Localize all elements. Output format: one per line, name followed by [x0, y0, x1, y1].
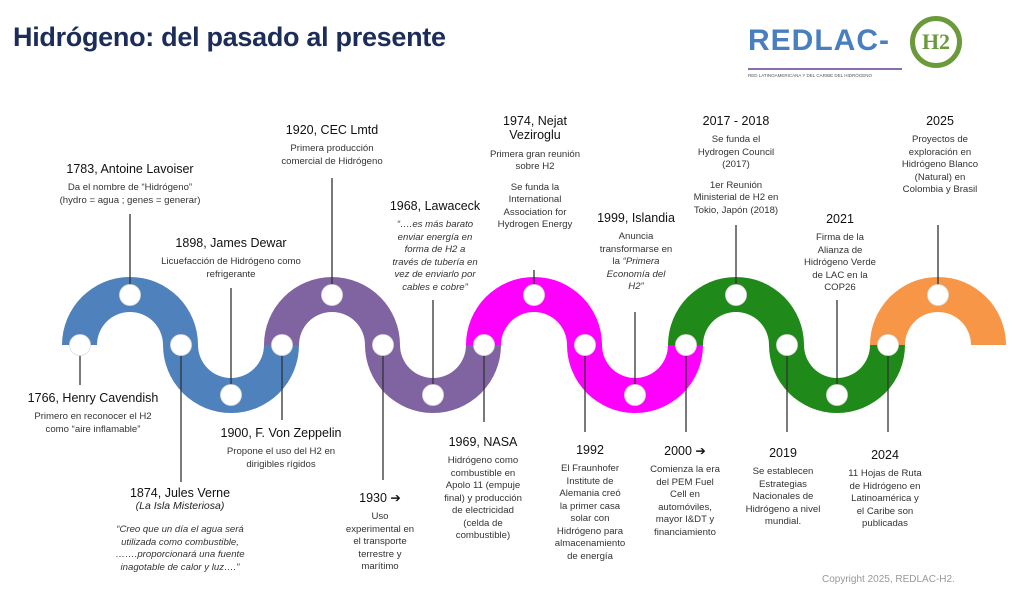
copyright: Copyright 2025, REDLAC-H2. [822, 574, 955, 585]
timeline-node [725, 284, 747, 306]
timeline-node [675, 334, 697, 356]
event-title: 1898, James Dewar [175, 236, 287, 250]
timeline-node [422, 384, 444, 406]
timeline-event: 1920, CEC Lmtd Primera producción comerci… [281, 123, 382, 168]
timeline-event: 2000 ➔ Comienza la era del PEM Fuel Cell … [650, 444, 720, 539]
event-title: 1920, CEC Lmtd [285, 123, 379, 137]
timeline-event: 1783, Antoine Lavoiser Da el nombre de “H… [60, 162, 201, 207]
timeline-event: 1898, James Dewar Licuefacción de Hidróge… [161, 236, 301, 281]
event-description: Da el nombre de “Hidrógeno” (hydro = agu… [59, 182, 201, 206]
event-description-secondary: 1er Reunión Ministerial de H2 en Tokio, … [693, 179, 779, 216]
event-title: 1974, Nejat Veziroglu [503, 114, 567, 143]
event-description: Se funda el Hydrogen Council (2017) [697, 134, 775, 171]
event-description-italic: “Primera Economía del H2” [606, 256, 666, 293]
event-description: Hidrógeno como combustible en Apolo 11 (… [444, 455, 522, 542]
event-description: Comienza la era del PEM Fuel Cell en aut… [650, 464, 720, 538]
timeline-node [624, 384, 646, 406]
event-title: 1930 ➔ [359, 491, 401, 505]
timeline-event: 1999, Islandia Anuncia transformarse en l… [597, 211, 675, 294]
redlac-logo: REDLAC- RED LATINOAMERICANA Y DEL CARIBE… [748, 16, 963, 82]
event-description: Licuefacción de Hidrógeno como refrigera… [161, 256, 301, 280]
wave-segment [668, 277, 804, 345]
timeline-node [69, 334, 91, 356]
wave-segment [62, 277, 198, 345]
event-description: Propone el uso del H2 en dirigibles rígi… [226, 446, 336, 470]
event-title: 1766, Henry Cavendish [27, 391, 159, 405]
timeline-node [119, 284, 141, 306]
event-title: 2021 [826, 212, 854, 226]
timeline-node [523, 284, 545, 306]
event-description: El Fraunhofer Institute de Alemania creó… [554, 463, 626, 562]
timeline-node [877, 334, 899, 356]
timeline-event: 1874, Jules Verne (La Isla Misteriosa) “Cr… [115, 486, 244, 574]
event-title: 1992 [576, 443, 604, 457]
logo-underline [748, 68, 902, 70]
event-description: 11 Hojas de Ruta de Hidrógeno en Latinoa… [848, 468, 922, 530]
event-description: Proyectos de exploración en Hidrógeno Bl… [901, 134, 979, 196]
timeline-node [372, 334, 394, 356]
timeline-node [220, 384, 242, 406]
event-title: 1999, Islandia [597, 211, 675, 225]
page-title: Hidrógeno: del pasado al presente [13, 22, 446, 52]
timeline-event: 1900, F. Von Zeppelin Propone el uso del … [221, 426, 342, 471]
timeline-event: 1992 El Fraunhofer Institute de Alemania … [555, 443, 625, 563]
timeline-node [170, 334, 192, 356]
event-description: Anuncia transformarse en la “Primera Eco… [599, 231, 673, 293]
event-description: Uso experimental en el transporte terres… [345, 511, 415, 573]
wave-segment [870, 277, 1006, 345]
logo-subtitle: RED LATINOAMERICANA Y DEL CARIBE DEL HID… [748, 73, 872, 78]
timeline-node [776, 334, 798, 356]
event-description: Primera gran reunión sobre H2 [489, 148, 581, 173]
timeline-event: 2024 11 Hojas de Ruta de Hidrógeno en Lat… [848, 448, 921, 531]
event-quote: “….es más barato enviar energía en forma… [392, 219, 478, 293]
logo-name: REDLAC- [748, 24, 890, 57]
timeline-event: 2019 Se establecen Estrategias Nacionales… [746, 446, 821, 529]
timeline-node [271, 334, 293, 356]
event-title: 1969, NASA [448, 435, 518, 449]
timeline-node [927, 284, 949, 306]
timeline-event: 1930 ➔ Uso experimental en el transporte … [346, 491, 414, 574]
event-title: 2019 [769, 446, 797, 460]
wave-segment [466, 277, 602, 345]
event-title: 1900, F. Von Zeppelin [220, 426, 342, 440]
event-description: Primero en reconocer el H2 como “aire in… [34, 411, 152, 435]
wave-segment [264, 277, 400, 345]
event-description: Se establecen Estrategias Nacionales de … [745, 466, 821, 528]
event-subtitle: (La Isla Misteriosa) [135, 500, 225, 513]
timeline-node [574, 334, 596, 356]
event-title: 2017 - 2018 [702, 114, 770, 128]
event-title: 1783, Antoine Lavoiser [66, 162, 194, 176]
event-title: 2000 ➔ [664, 444, 706, 458]
event-description: Firma de la Alianza de Hidrógeno Verde d… [803, 232, 877, 294]
timeline-event: 2025 Proyectos de exploración en Hidrógen… [902, 114, 978, 197]
timeline-event: 1766, Henry Cavendish Primero en reconoce… [28, 391, 159, 436]
event-title: 1968, Lawaceck [389, 199, 481, 213]
timeline-node [826, 384, 848, 406]
event-title: 1874, Jules Verne [129, 486, 231, 500]
timeline-node [473, 334, 495, 356]
logo-mark: H2 [921, 29, 951, 54]
timeline-event: 1968, Lawaceck “….es más barato enviar en… [390, 199, 480, 294]
logo-h2-ring-icon: H2 [910, 16, 962, 68]
event-title: 2025 [926, 114, 954, 128]
timeline-event: 2017 - 2018 Se funda el Hydrogen Council … [694, 114, 779, 217]
timeline-event: 1969, NASA Hidrógeno como combustible en … [444, 435, 522, 543]
event-description: Primera producción comercial de Hidrógen… [281, 143, 383, 167]
event-quote: “Creo que un día el agua será utilizada … [115, 524, 245, 573]
event-title: 2024 [871, 448, 899, 462]
event-description-secondary: Se funda la International Association fo… [497, 181, 573, 231]
timeline-node [321, 284, 343, 306]
timeline-event: 1974, Nejat Veziroglu Primera gran reunió… [490, 114, 580, 232]
timeline-event: 2021 Firma de la Alianza de Hidrógeno Ver… [804, 212, 876, 295]
